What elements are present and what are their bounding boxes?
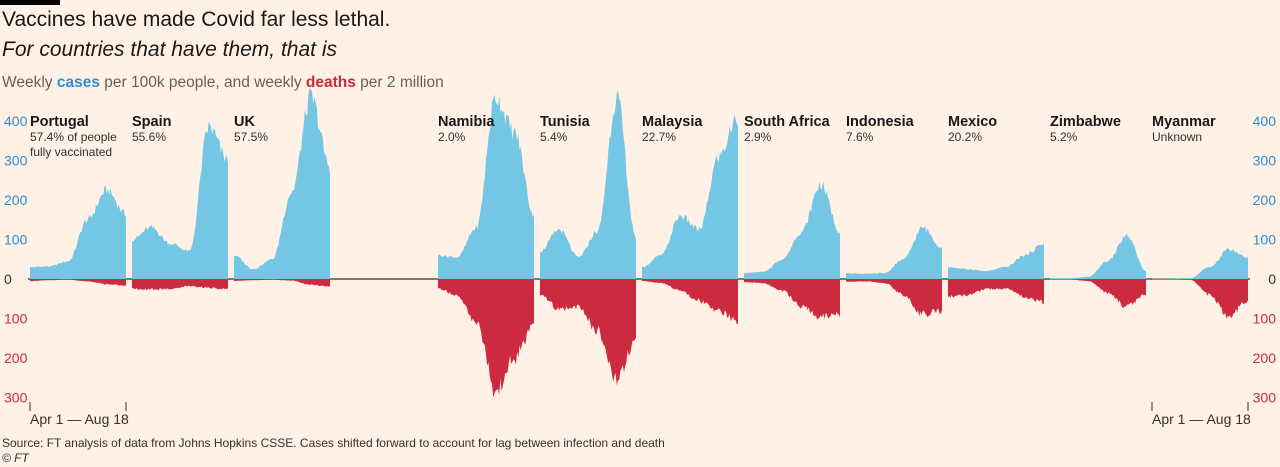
vaccination-rate: 7.6% — [846, 130, 874, 144]
country-label: Malaysia — [642, 114, 703, 130]
vaccination-rate: 20.2% — [948, 130, 982, 144]
y-tick-left-cases: 400 — [4, 113, 28, 129]
x-range-label: Apr 1 — Aug 18 — [1152, 411, 1251, 427]
y-tick-left-deaths: 200 — [4, 350, 28, 366]
deaths-area — [846, 279, 942, 318]
legend-cases: cases — [56, 74, 100, 91]
country-label: Mexico — [948, 114, 997, 130]
cases-area — [540, 90, 636, 279]
y-tick-left-cases: 100 — [4, 232, 28, 248]
chart-subtitle: For countries that have them, that is — [2, 38, 337, 61]
deaths-area — [30, 279, 126, 286]
cases-area — [234, 88, 330, 279]
country-label: Zimbabwe — [1050, 114, 1121, 130]
source-note: Source: FT analysis of data from Johns H… — [2, 436, 665, 450]
vaccination-rate: 55.6% — [132, 130, 166, 144]
country-label: Myanmar — [1152, 114, 1216, 130]
legend-line: Weekly cases per 100k people, and weekly… — [2, 74, 444, 92]
country-label: Namibia — [438, 114, 495, 130]
vaccination-note: fully vaccinated — [30, 145, 112, 159]
y-tick-right-deaths: 200 — [1253, 350, 1277, 366]
y-tick-right-cases: 100 — [1253, 232, 1277, 248]
cases-area — [642, 114, 738, 279]
deaths-area — [438, 279, 534, 398]
cases-area — [132, 121, 228, 280]
vaccination-rate: 5.2% — [1050, 130, 1078, 144]
deaths-area — [1152, 279, 1248, 319]
vaccination-rate: 2.9% — [744, 130, 772, 144]
country-label: Portugal — [30, 114, 89, 130]
cases-area — [948, 242, 1044, 279]
vaccination-rate: 2.0% — [438, 130, 466, 144]
y-tick-right-cases: 300 — [1253, 153, 1277, 169]
country-label: Spain — [132, 114, 171, 130]
legend-deaths: deaths — [305, 74, 356, 91]
vaccination-rate: 5.4% — [540, 130, 568, 144]
ft-top-bar — [0, 0, 60, 5]
cases-area — [1050, 233, 1146, 279]
deaths-area — [744, 279, 840, 320]
vaccination-rate: 57.4% of people — [30, 130, 117, 144]
country-label: Tunisia — [540, 114, 591, 130]
cases-area — [1152, 247, 1248, 279]
cases-area — [438, 94, 534, 279]
y-tick-left-deaths: 100 — [4, 311, 28, 327]
country-label: Indonesia — [846, 114, 915, 130]
vaccination-rate: 22.7% — [642, 130, 676, 144]
y-tick-right-cases: 0 — [1268, 271, 1276, 287]
y-tick-left-cases: 0 — [4, 271, 12, 287]
country-label: South Africa — [744, 114, 831, 130]
y-tick-right-deaths: 100 — [1253, 311, 1277, 327]
y-tick-left-cases: 200 — [4, 192, 28, 208]
ft-credit: © FT — [2, 451, 29, 465]
chart-title: Vaccines have made Covid far less lethal… — [2, 8, 391, 31]
vaccination-rate: 57.5% — [234, 130, 268, 144]
cases-area — [744, 181, 840, 279]
legend-middle: per 100k people, and weekly — [99, 74, 306, 91]
deaths-area — [948, 279, 1044, 305]
y-tick-right-cases: 200 — [1253, 192, 1277, 208]
y-tick-left-deaths: 300 — [4, 390, 28, 406]
deaths-area — [1050, 279, 1146, 308]
cases-area — [846, 226, 942, 279]
x-range-label: Apr 1 — Aug 18 — [30, 411, 129, 427]
y-tick-left-cases: 300 — [4, 153, 28, 169]
deaths-area — [234, 279, 330, 287]
legend-suffix: per 2 million — [355, 74, 444, 91]
y-tick-right-deaths: 300 — [1253, 390, 1277, 406]
deaths-area — [642, 279, 738, 325]
deaths-area — [540, 279, 636, 386]
y-tick-right-cases: 400 — [1253, 113, 1277, 129]
vaccination-rate: Unknown — [1152, 130, 1202, 144]
cases-area — [30, 185, 126, 279]
deaths-area — [132, 279, 228, 291]
country-label: UK — [234, 114, 255, 130]
legend-prefix: Weekly — [2, 74, 57, 91]
